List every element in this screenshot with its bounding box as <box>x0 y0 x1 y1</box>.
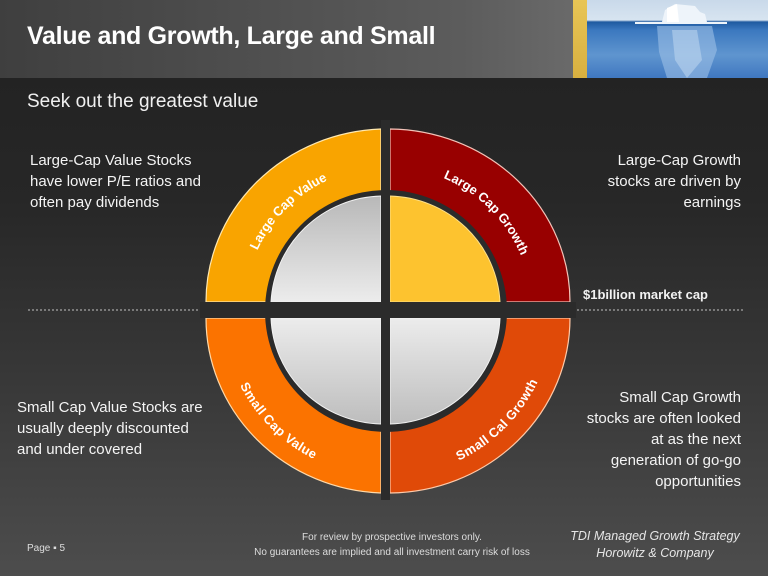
iceberg-photo <box>587 0 768 78</box>
note-line: stocks are often looked <box>586 410 741 427</box>
market-cap-label: $1billion market cap <box>583 287 708 302</box>
note-small-cap-value: Small Cap Value Stocks are usually deepl… <box>17 397 203 460</box>
inner-large-cap-growth <box>389 195 501 303</box>
market-cap-divider-right <box>573 309 743 311</box>
note-line: often pay dividends <box>30 194 160 211</box>
note-line: Large-Cap Value Stocks <box>30 152 192 169</box>
inner-small-cap-value <box>270 317 382 425</box>
market-cap-divider-left <box>28 309 198 311</box>
note-line: Small Cap Growth <box>619 389 741 406</box>
page-number: Page ▪ 5 <box>27 543 66 554</box>
note-large-cap-value: Large-Cap Value Stocks have lower P/E ra… <box>30 150 201 213</box>
slide-title: Value and Growth, Large and Small <box>27 22 436 50</box>
note-line: Small Cap Value Stocks are <box>17 399 203 416</box>
note-line: stocks are driven by <box>607 173 741 190</box>
company-line: Horowitz & Company <box>596 546 714 560</box>
disclaimer-line: No guarantees are implied and all invest… <box>254 547 530 558</box>
slide-subtitle: Seek out the greatest value <box>27 91 259 112</box>
note-line: and under covered <box>17 441 143 458</box>
note-line: have lower P/E ratios and <box>30 173 201 190</box>
footer-disclaimer: For review by prospective investors only… <box>234 530 550 560</box>
disclaimer-line: For review by prospective investors only… <box>302 532 482 543</box>
note-line: earnings <box>683 194 741 211</box>
note-line: generation of go-go <box>610 452 741 469</box>
note-large-cap-growth: Large-Cap Growth stocks are driven by ea… <box>608 150 741 213</box>
note-line: opportunities <box>655 473 741 490</box>
note-small-cap-growth: Small Cap Growth stocks are often looked… <box>587 387 741 492</box>
company-line: TDI Managed Growth Strategy <box>570 529 740 543</box>
note-line: Large-Cap Growth <box>617 152 741 169</box>
note-line: at as the next <box>650 431 741 448</box>
gold-accent-bar <box>573 0 587 78</box>
inner-large-cap-value <box>270 195 382 303</box>
note-line: usually deeply discounted <box>17 420 189 437</box>
inner-small-cap-growth <box>389 317 501 425</box>
footer-company: TDI Managed Growth Strategy Horowitz & C… <box>560 528 750 562</box>
